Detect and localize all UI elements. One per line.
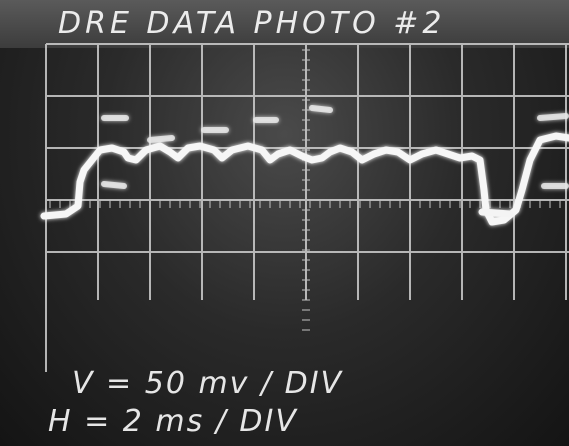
waveform-trace	[40, 105, 569, 226]
waveform-main-trace	[40, 132, 569, 226]
vertical-scale-label: V = 50 mv / DIV	[72, 366, 344, 401]
waveform-ghost-segment	[309, 105, 333, 113]
graticule-ticks	[49, 49, 561, 331]
oscilloscope-grid	[45, 43, 569, 372]
waveform-ghost-segment	[537, 113, 569, 121]
waveform-baseline-segment	[478, 208, 514, 218]
photo-title: DRE DATA PHOTO #2	[58, 6, 446, 41]
photo-bezel	[0, 0, 569, 48]
horizontal-scale-label: H = 2 ms / DIV	[48, 404, 298, 439]
waveform-ghost-segment	[101, 181, 127, 189]
waveform-ghost-segment	[147, 135, 175, 143]
